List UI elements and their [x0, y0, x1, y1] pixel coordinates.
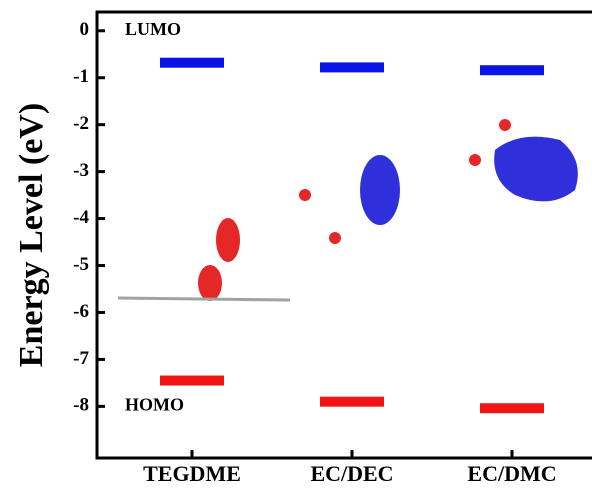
axis-frame: [97, 12, 592, 458]
level-bar: [480, 65, 544, 75]
y-tick-label: -1: [73, 66, 89, 87]
y-tick-label: -6: [73, 301, 89, 322]
chart: Energy Level (eV) 0 -1 -2 -3 -4 -5 -6 -7 -8 TEGDM…: [0, 0, 592, 488]
y-tick-label: -8: [73, 395, 89, 416]
x-tick-label: EC/DEC: [310, 461, 393, 486]
level-bar: [160, 376, 224, 386]
y-tick-label: -4: [73, 207, 89, 228]
y-tick-label: -5: [73, 254, 89, 275]
level-bar: [160, 58, 224, 68]
series-label: HOMO: [125, 395, 184, 415]
y-tick-label: -2: [73, 113, 89, 134]
level-bar: [320, 397, 384, 407]
x-tick-label: EC/DMC: [467, 461, 556, 486]
orbital-illustration: [118, 119, 578, 301]
y-tick-label: -7: [73, 348, 89, 369]
y-tick-label: -3: [73, 160, 89, 181]
x-tick-label: TEGDME: [143, 461, 241, 486]
y-tick-label: 0: [80, 19, 90, 40]
y-axis-label: Energy Level (eV): [13, 103, 50, 367]
level-bar: [320, 62, 384, 72]
level-bar: [480, 403, 544, 413]
series-label: LUMO: [125, 19, 181, 39]
